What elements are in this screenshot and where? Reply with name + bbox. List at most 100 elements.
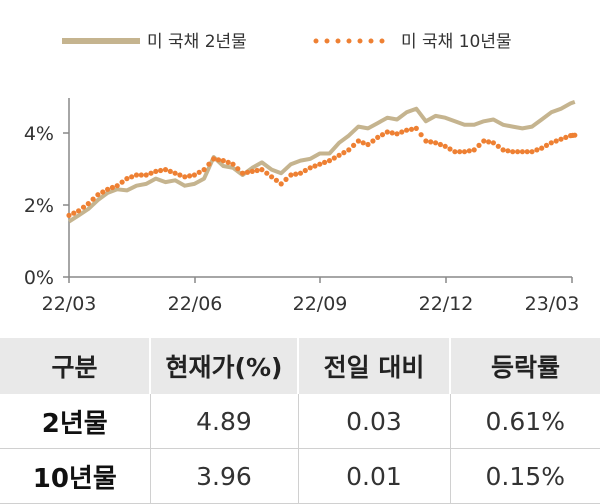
series-point-10y [143,172,149,178]
series-point-10y [365,141,371,148]
series-point-10y [215,157,222,163]
series-point-10y [418,132,424,138]
series-point-10y [336,152,342,158]
y-tick-label: 2% [24,195,54,217]
series-point-10y [162,167,169,173]
series-point-10y [191,172,197,178]
table-header-row: 구분 현재가(%) 전일 대비 등락률 [0,338,600,394]
table-cell: 0.01 [298,448,451,504]
series-point-10y [341,150,347,156]
series-point-10y [486,139,492,145]
series-point-10y [360,140,366,146]
y-tick-label: 0% [24,267,54,289]
series-point-10y [490,140,496,146]
series-point-10y [326,158,333,164]
series-point-10y [235,166,241,172]
series-point-10y [437,141,443,148]
series-point-10y [172,170,178,176]
x-tick-label: 22/09 [293,293,348,315]
series-point-10y [476,142,482,148]
series-point-10y [384,129,390,135]
table-row-label: 2년물 [0,394,151,449]
series-point-10y [302,167,308,174]
series-point-10y [307,165,313,171]
yield-quote-table: 구분 현재가(%) 전일 대비 등락률 2년물 4.89 0.03 0.61% … [0,338,600,504]
series-point-10y [408,126,415,132]
series-point-10y [534,147,540,153]
series-point-10y [269,174,275,180]
series-point-10y [278,181,284,187]
series-point-10y [182,174,188,180]
series-point-10y [510,149,516,155]
series-point-10y [249,168,255,174]
series-point-10y [100,189,106,195]
series-point-10y [76,208,82,214]
table-header-cell: 구분 [0,338,151,394]
x-tick-label: 23/03 [525,293,580,315]
series-point-10y [558,136,564,142]
table-cell: 0.15% [450,448,600,504]
series-point-10y [158,167,164,174]
series-point-10y [471,147,477,153]
series-point-10y [428,139,434,145]
series-point-10y [433,140,439,146]
series-point-10y [370,138,376,144]
series-point-10y [264,170,270,176]
series-point-10y [457,149,463,155]
x-tick-label: 22/12 [419,293,474,315]
x-axis: 22/03 22/06 22/09 22/12 23/03 [42,276,580,315]
series-point-10y [355,138,361,144]
table-row-label: 10년물 [0,448,151,504]
series-point-10y [346,147,352,153]
series-point-10y [95,192,101,198]
plot-area [66,100,578,224]
series-point-10y [423,138,429,144]
series-point-10y [399,129,405,135]
series-point-10y [66,212,72,218]
table-cell: 4.89 [150,394,299,449]
legend-label-10y: 미 국채 10년물 [401,32,512,52]
series-point-10y [404,127,410,133]
series-point-10y [187,173,193,179]
series-point-10y [317,161,323,167]
table-cell: 0.61% [450,394,600,449]
series-point-10y [109,184,115,191]
series-point-10y [543,142,550,148]
series-point-10y [225,159,231,165]
series-point-10y [220,158,226,164]
series-point-10y [519,149,526,155]
y-axis: 0% 2% 4% [24,98,70,289]
series-point-10y [447,146,453,152]
x-tick-label: 22/03 [42,293,97,315]
series-point-10y [389,130,395,136]
series-point-10y [572,132,578,138]
series-point-10y [452,149,458,155]
series-point-10y [283,176,289,182]
series-point-10y [322,159,328,165]
table-header-cell: 등락률 [450,338,600,394]
series-point-10y [105,186,111,192]
series-point-10y [196,169,202,175]
series-point-10y [71,210,77,216]
series-point-10y [375,134,381,140]
series-point-10y [90,196,96,202]
series-point-10y [254,167,260,174]
legend: 미 국채 2년물 미 국채 10년물 [62,32,512,52]
table-header-cell: 현재가(%) [150,338,299,394]
series-point-10y [539,145,545,151]
series-point-10y [124,176,130,182]
series-2y [67,100,576,224]
series-point-10y [206,161,212,167]
series-point-10y [240,170,246,176]
series-point-10y [297,170,304,176]
series-point-10y [138,172,144,178]
series-point-10y [500,147,506,153]
table-row: 10년물 3.96 0.01 0.15% [0,448,600,504]
series-point-10y [505,148,511,154]
table-cell: 0.03 [298,394,451,449]
series-point-10y [413,125,419,131]
series-point-10y [548,140,554,146]
y-tick-label: 4% [24,123,54,145]
series-point-10y [312,163,318,169]
table-row: 2년물 4.89 0.03 0.61% [0,394,600,449]
